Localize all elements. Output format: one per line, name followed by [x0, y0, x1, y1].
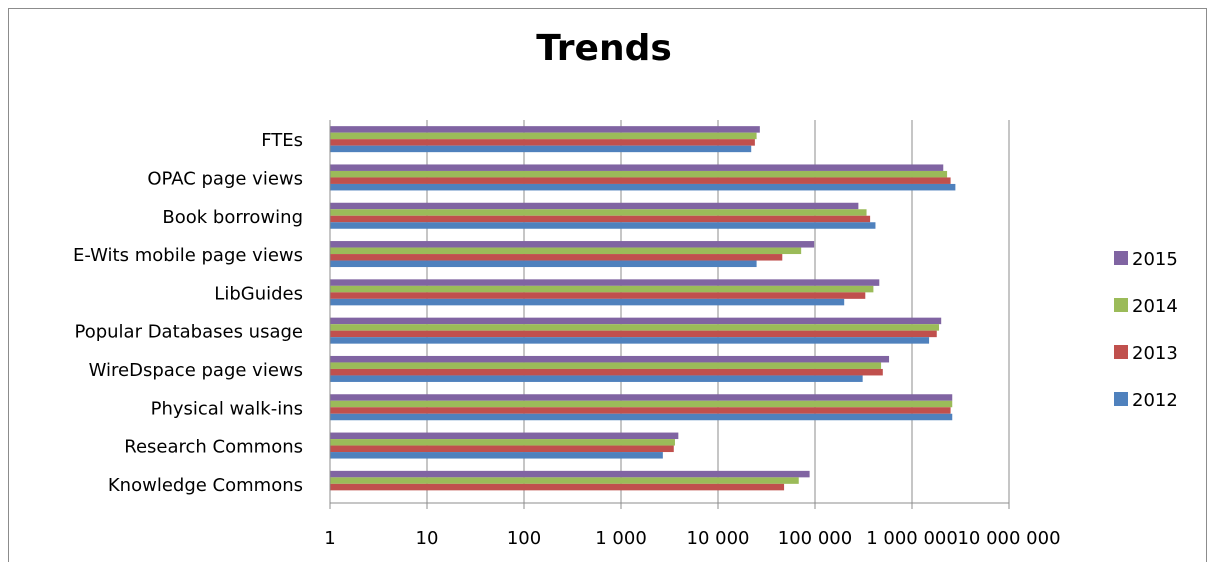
bar-2015: [330, 394, 953, 401]
bar-2012: [330, 452, 663, 459]
bar-2014: [330, 247, 802, 255]
bar-2012: [330, 260, 757, 268]
bar-2013: [330, 254, 783, 261]
bar-2013: [330, 407, 951, 414]
bar-2013: [330, 483, 785, 491]
bar-2012: [330, 413, 953, 421]
bar-2015: [330, 432, 679, 440]
x-tick-label: 1 000 000: [866, 528, 958, 549]
bar-2012: [330, 145, 752, 153]
legend-label-2013: 2013: [1132, 343, 1178, 364]
x-tick-label: 10 000 000: [957, 528, 1060, 549]
bar-2014: [330, 477, 799, 484]
bar-2012: [330, 222, 876, 229]
category-label: FTEs: [261, 130, 303, 151]
bar-2013: [330, 292, 866, 299]
category-label: Physical walk-ins: [151, 398, 303, 419]
legend-label-2012: 2012: [1132, 390, 1178, 411]
category-label: OPAC page views: [147, 168, 303, 189]
bar-2013: [330, 330, 937, 338]
bar-2015: [330, 355, 890, 363]
bars: [330, 126, 956, 491]
bar-2012: [330, 298, 845, 306]
bar-2014: [330, 324, 940, 331]
bar-2013: [330, 177, 951, 184]
bar-2014: [330, 170, 948, 178]
bar-2013: [330, 215, 871, 223]
legend-swatch-2015: [1114, 251, 1128, 265]
category-label: Research Commons: [124, 437, 303, 458]
bar-2015: [330, 470, 810, 478]
bar-2012: [330, 183, 956, 191]
axes: [329, 120, 1010, 509]
bar-2013: [330, 445, 674, 453]
legend-label-2015: 2015: [1132, 249, 1178, 270]
bar-2014: [330, 400, 953, 408]
bar-2014: [330, 209, 867, 216]
bar-2015: [330, 126, 760, 133]
chart-frame: [8, 8, 1207, 562]
bar-2012: [330, 337, 930, 344]
legend: 2015 2014 2013 2012: [1114, 249, 1178, 411]
x-tick-label: 100: [507, 528, 541, 549]
bar-2014: [330, 132, 757, 140]
category-label: E-Wits mobile page views: [73, 245, 303, 266]
labels: 1 10 100 1 000 10 000 100 000 1 000 000 10 000 …: [73, 130, 1061, 549]
bar-2014: [330, 439, 675, 446]
legend-label-2014: 2014: [1132, 296, 1178, 317]
bar-2014: [330, 285, 874, 293]
chart-title: Trends: [536, 28, 672, 69]
x-tick-label: 10 000: [687, 528, 750, 549]
category-label: Knowledge Commons: [108, 475, 303, 496]
bar-2012: [330, 375, 863, 382]
bar-2015: [330, 164, 944, 171]
category-label: Book borrowing: [162, 207, 303, 228]
legend-swatch-2012: [1114, 392, 1128, 406]
bar-2014: [330, 362, 882, 369]
bar-2013: [330, 139, 755, 146]
category-label: LibGuides: [214, 283, 303, 304]
legend-swatch-2013: [1114, 345, 1128, 359]
bar-2015: [330, 202, 859, 210]
x-tick-label: 10: [416, 528, 439, 549]
bar-2015: [330, 241, 815, 248]
bar-2015: [330, 279, 880, 286]
x-tick-label: 1 000: [595, 528, 647, 549]
category-label: Popular Databases usage: [74, 322, 303, 343]
x-tick-label: 1: [324, 528, 335, 549]
category-label: WireDspace page views: [89, 360, 303, 381]
bar-2013: [330, 368, 883, 376]
bar-2015: [330, 317, 942, 325]
x-tick-label: 100 000: [778, 528, 852, 549]
legend-swatch-2014: [1114, 298, 1128, 312]
